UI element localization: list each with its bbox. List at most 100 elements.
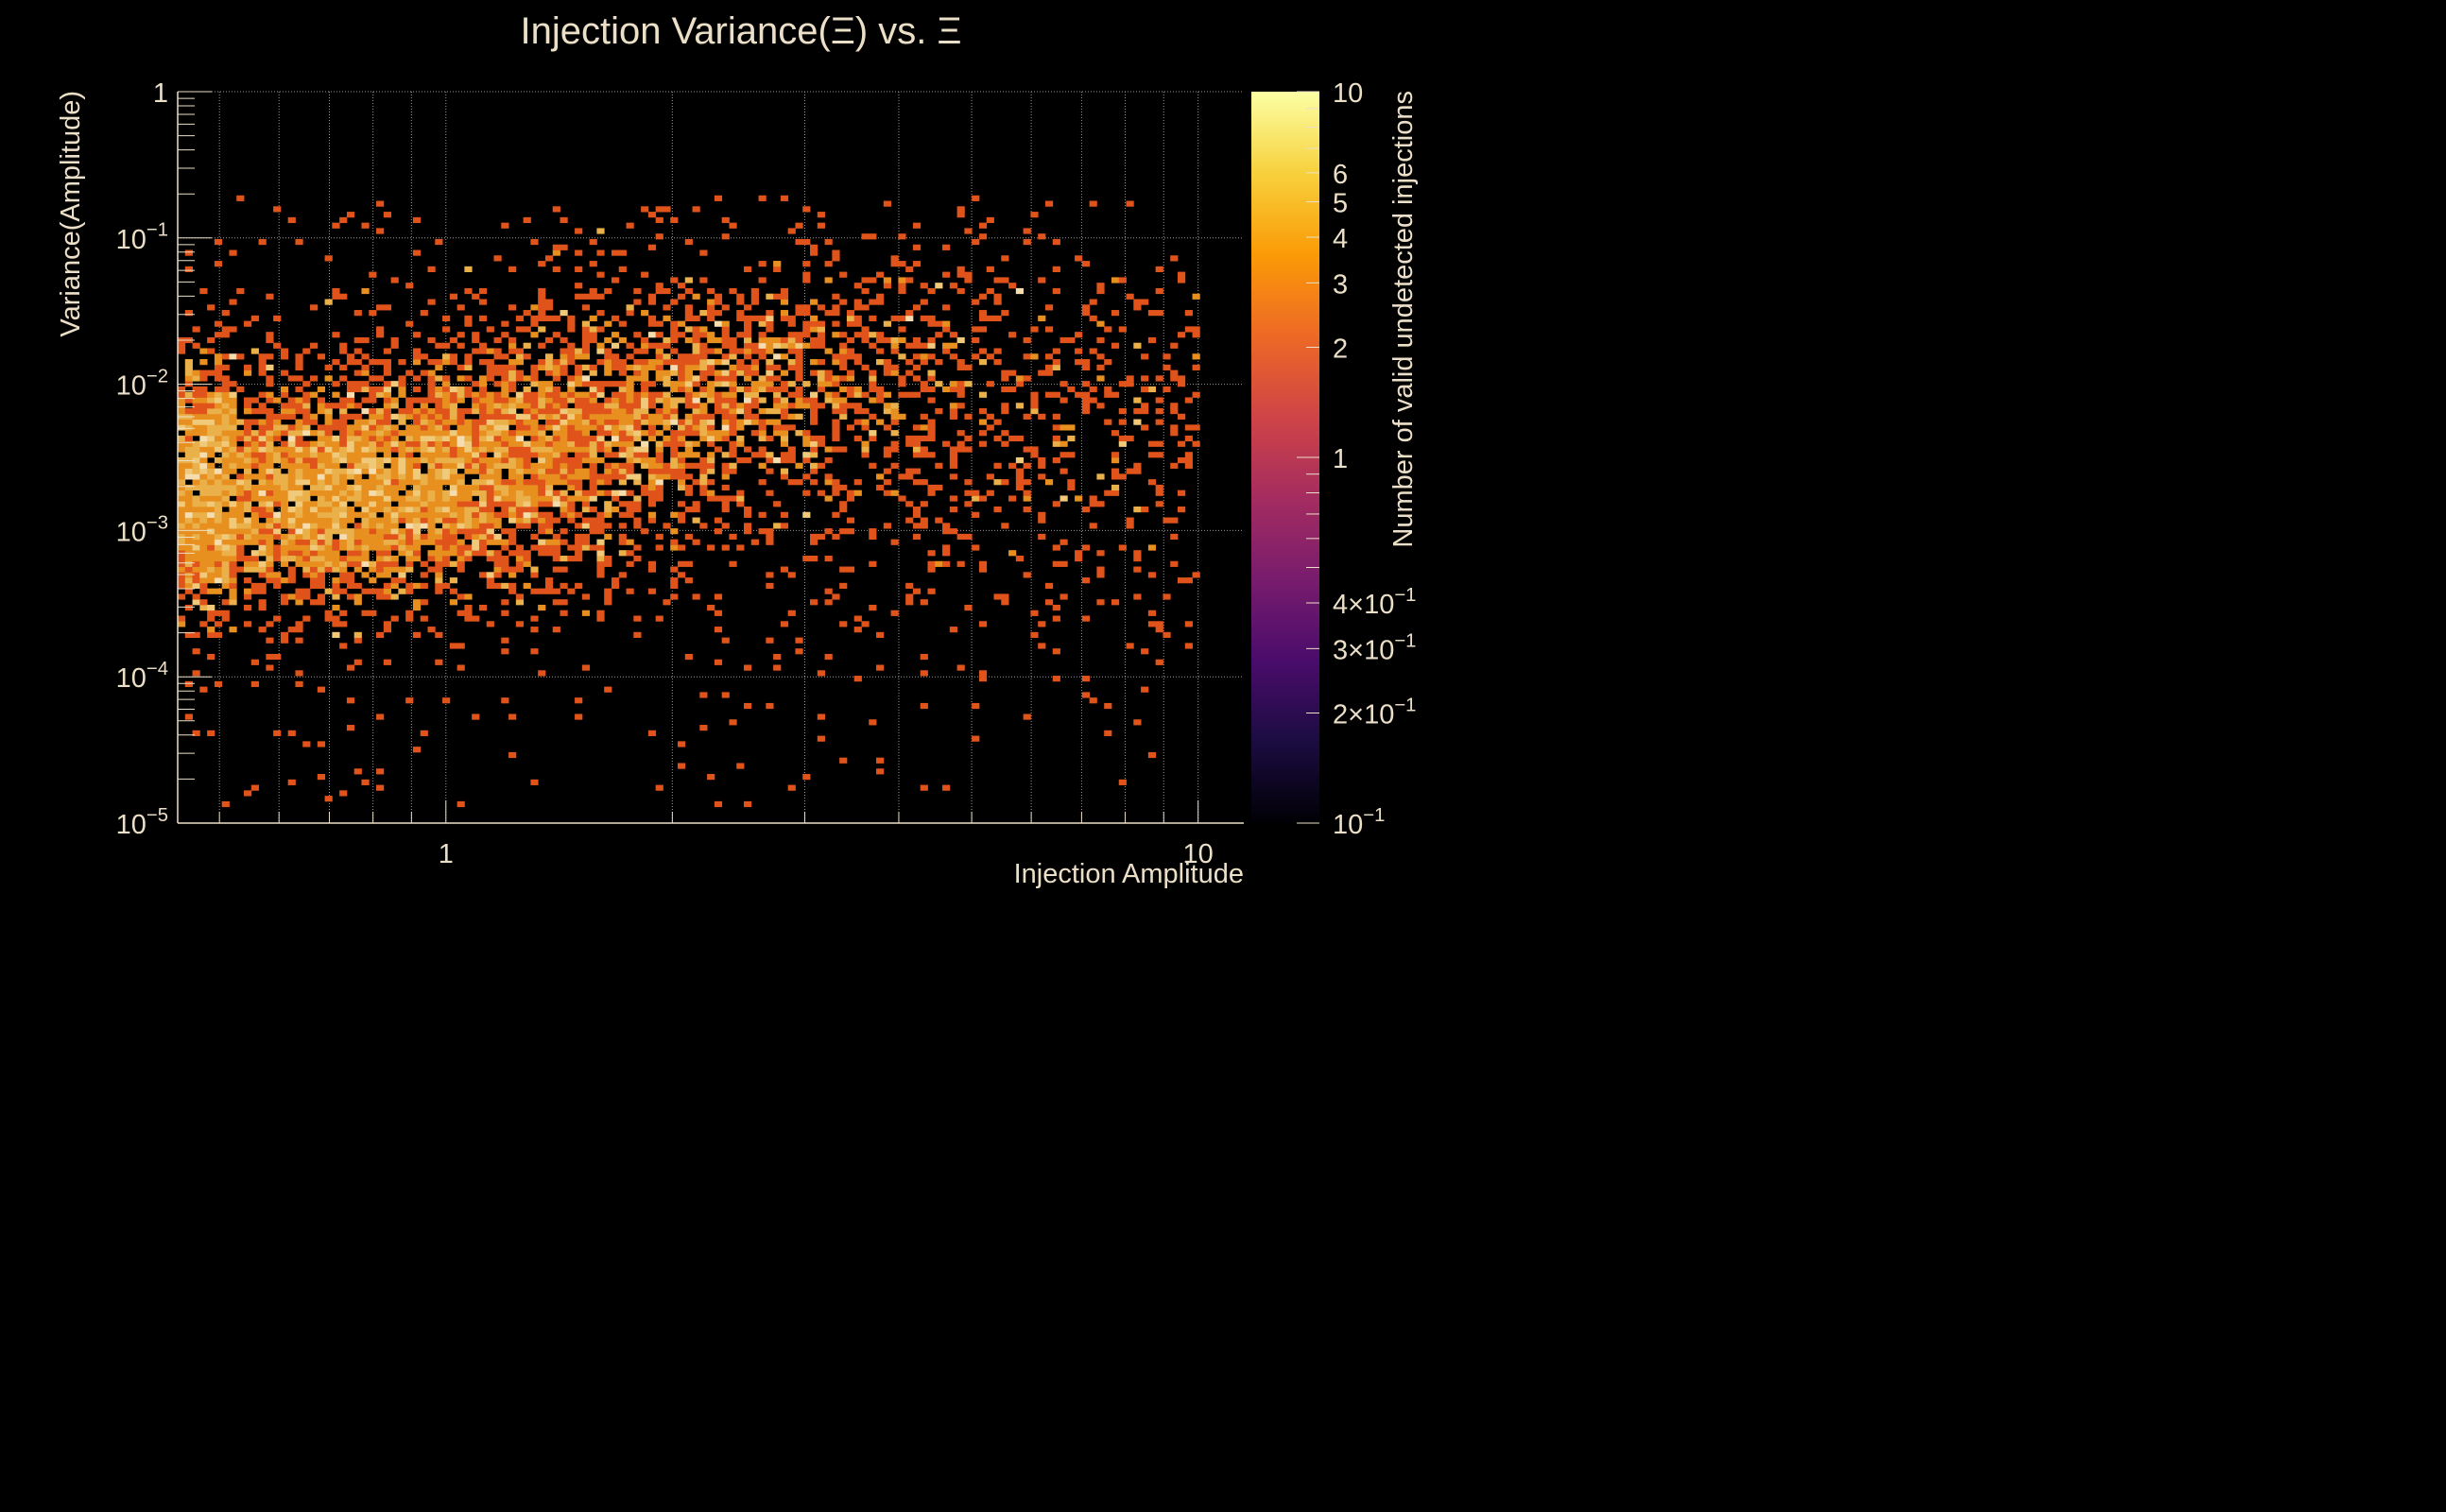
heatmap-cell — [773, 419, 782, 425]
heatmap-cell — [956, 533, 965, 541]
heatmap-cell — [508, 588, 517, 594]
heatmap-cell — [449, 528, 458, 535]
heatmap-cell — [295, 511, 303, 518]
heatmap-cell — [486, 457, 494, 464]
heatmap-cell — [684, 446, 693, 453]
heatmap-cell — [1038, 462, 1046, 469]
heatmap-cell — [317, 501, 325, 507]
heatmap-cell — [250, 473, 259, 480]
heatmap-cell — [266, 490, 274, 496]
heatmap-cell — [464, 462, 473, 469]
heatmap-cell — [420, 501, 428, 507]
heatmap-cell — [1052, 364, 1060, 370]
heatmap-cell — [229, 533, 237, 541]
heatmap-cell — [353, 403, 362, 409]
heatmap-cell — [178, 408, 186, 415]
heatmap-cell — [596, 391, 605, 398]
heatmap-cell — [236, 566, 245, 573]
heatmap-cell — [596, 446, 605, 453]
heatmap-cell — [626, 342, 634, 349]
heatmap-cell — [927, 375, 936, 382]
heatmap-cell — [221, 440, 230, 447]
heatmap-cell — [538, 261, 546, 267]
heatmap-cell — [544, 315, 554, 321]
heatmap-cell — [383, 468, 391, 474]
heatmap-cell — [369, 528, 377, 535]
heatmap-cell — [1038, 277, 1046, 284]
heatmap-cell — [721, 332, 730, 338]
heatmap-cell — [412, 375, 422, 382]
heatmap-cell — [478, 386, 488, 393]
heatmap-cell — [280, 462, 289, 469]
heatmap-cell — [699, 413, 708, 420]
heatmap-cell — [589, 369, 597, 376]
heatmap-cell — [236, 195, 245, 201]
heatmap-cell — [420, 408, 428, 415]
heatmap-cell — [244, 364, 252, 370]
heatmap-cell — [655, 419, 663, 425]
y-tick-label: 10−3 — [116, 512, 168, 547]
heatmap-cell — [839, 446, 848, 453]
heatmap-cell — [353, 550, 362, 557]
heatmap-cell — [361, 397, 370, 404]
heatmap-cell — [523, 523, 531, 529]
heatmap-cell — [427, 408, 436, 415]
heatmap-cell — [1184, 577, 1193, 584]
heatmap-cell — [787, 348, 796, 354]
heatmap-cell — [824, 277, 833, 284]
heatmap-cell — [295, 495, 303, 502]
heatmap-cell — [898, 353, 906, 360]
heatmap-cell — [869, 397, 877, 404]
heatmap-cell — [244, 446, 252, 453]
heatmap-cell — [544, 544, 554, 551]
heatmap-cell — [449, 386, 458, 393]
heatmap-cell — [927, 424, 936, 431]
heatmap-cell — [317, 528, 325, 535]
heatmap-cell — [1030, 353, 1039, 360]
heatmap-cell — [905, 315, 914, 321]
heatmap-cell — [663, 353, 671, 360]
heatmap-cell — [993, 359, 1002, 366]
heatmap-cell — [581, 430, 591, 437]
heatmap-cell — [714, 403, 723, 409]
heatmap-cell — [287, 452, 296, 458]
heatmap-cell — [1170, 403, 1179, 409]
heatmap-cell — [538, 604, 546, 611]
heatmap-cell — [310, 457, 319, 464]
heatmap-cell — [684, 391, 693, 398]
heatmap-cell — [515, 430, 525, 437]
heatmap-cell — [229, 446, 237, 453]
heatmap-cell — [530, 648, 539, 655]
heatmap-cell — [346, 577, 355, 584]
heatmap-cell — [501, 424, 509, 431]
heatmap-cell — [353, 523, 362, 529]
heatmap-cell — [575, 419, 583, 425]
heatmap-cell — [361, 572, 370, 578]
heatmap-cell — [339, 468, 348, 474]
heatmap-cell — [670, 539, 679, 545]
heatmap-cell — [978, 566, 988, 573]
heatmap-cell — [839, 484, 848, 491]
heatmap-cell — [655, 784, 663, 791]
heatmap-cell — [486, 468, 494, 474]
heatmap-cell — [214, 577, 223, 584]
heatmap-cell — [684, 440, 693, 447]
heatmap-cell — [780, 336, 789, 344]
heatmap-cell — [236, 457, 245, 464]
heatmap-cell — [641, 342, 649, 349]
heatmap-cell — [508, 484, 517, 491]
heatmap-cell — [339, 577, 348, 584]
heatmap-cell — [515, 462, 525, 469]
heatmap-cell — [883, 364, 891, 370]
heatmap-cell — [611, 413, 620, 420]
heatmap-cell — [912, 452, 922, 458]
heatmap-cell — [478, 604, 488, 611]
heatmap-cell — [192, 511, 200, 518]
heatmap-cell — [515, 440, 525, 447]
heatmap-cell — [361, 287, 370, 295]
heatmap-cell — [538, 342, 546, 349]
heatmap-cell — [295, 588, 303, 594]
heatmap-cell — [486, 413, 494, 420]
heatmap-cell — [530, 364, 539, 370]
heatmap-cell — [567, 375, 576, 382]
